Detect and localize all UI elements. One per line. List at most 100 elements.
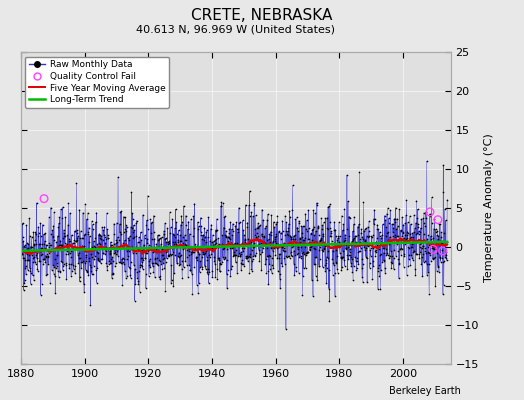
Point <box>170 241 178 247</box>
Point <box>244 254 252 260</box>
Point <box>261 256 270 262</box>
Point <box>426 212 434 219</box>
Point <box>321 267 330 274</box>
Point <box>221 232 230 238</box>
Point <box>422 250 430 256</box>
Point <box>236 253 245 259</box>
Point <box>254 232 263 239</box>
Point <box>117 260 126 266</box>
Point <box>147 245 155 252</box>
Point <box>178 266 186 272</box>
Point <box>126 233 134 240</box>
Point <box>79 257 87 264</box>
Point <box>343 266 352 272</box>
Point <box>148 219 156 226</box>
Point <box>192 247 200 253</box>
Point <box>161 220 169 227</box>
Point <box>424 232 432 239</box>
Point <box>362 236 370 243</box>
Point <box>352 233 360 239</box>
Point <box>255 246 263 253</box>
Point <box>17 238 25 245</box>
Point <box>234 242 242 249</box>
Point <box>24 245 32 252</box>
Point <box>272 240 280 246</box>
Point <box>169 249 177 255</box>
Point <box>162 238 170 245</box>
Point <box>288 182 297 189</box>
Point <box>239 245 248 251</box>
Text: Berkeley Earth: Berkeley Earth <box>389 386 461 396</box>
Point <box>217 202 226 209</box>
Point <box>318 247 326 253</box>
Point <box>282 227 291 234</box>
Point <box>61 251 70 257</box>
Point <box>53 232 62 239</box>
Point <box>392 237 401 243</box>
Point <box>150 256 159 263</box>
Point <box>93 257 102 263</box>
Point <box>61 232 69 239</box>
Point <box>265 252 273 258</box>
Point <box>304 248 312 255</box>
Point <box>204 266 212 273</box>
Point <box>310 224 318 230</box>
Point <box>232 247 240 254</box>
Point <box>356 247 364 254</box>
Point <box>275 229 283 235</box>
Point <box>420 245 429 252</box>
Point <box>349 236 357 242</box>
Point <box>39 261 48 267</box>
Point <box>39 255 48 262</box>
Point <box>32 241 40 248</box>
Point <box>102 236 110 242</box>
Point <box>434 236 442 242</box>
Point <box>411 266 419 272</box>
Point <box>63 232 72 238</box>
Point <box>237 260 246 266</box>
Point <box>184 247 193 254</box>
Point <box>153 261 161 267</box>
Point <box>177 212 185 219</box>
Point <box>164 252 172 258</box>
Point <box>103 263 111 270</box>
Point <box>97 236 105 242</box>
Point <box>402 272 411 278</box>
Point <box>342 246 350 252</box>
Point <box>431 226 440 232</box>
Point <box>37 233 45 239</box>
Point <box>343 226 351 232</box>
Point <box>287 249 295 255</box>
Point <box>283 231 291 238</box>
Point <box>292 214 301 220</box>
Point <box>204 280 213 286</box>
Point <box>190 225 198 232</box>
Point <box>351 254 359 261</box>
Point <box>429 255 437 262</box>
Point <box>193 257 201 263</box>
Point <box>68 243 77 250</box>
Point <box>369 216 378 222</box>
Point <box>247 209 256 216</box>
Point <box>129 222 138 228</box>
Point <box>84 272 93 278</box>
Point <box>381 233 390 240</box>
Point <box>29 255 37 261</box>
Point <box>113 234 122 240</box>
Point <box>158 266 167 272</box>
Point <box>287 252 295 258</box>
Point <box>279 243 288 249</box>
Point <box>68 268 77 274</box>
Point <box>159 244 167 250</box>
Point <box>23 240 31 246</box>
Point <box>70 237 79 243</box>
Point <box>255 223 264 229</box>
Point <box>167 280 175 286</box>
Point <box>97 244 106 250</box>
Point <box>341 232 350 238</box>
Point <box>137 237 145 243</box>
Point <box>199 251 208 257</box>
Point <box>413 238 421 244</box>
Point <box>343 252 352 258</box>
Point <box>52 265 60 271</box>
